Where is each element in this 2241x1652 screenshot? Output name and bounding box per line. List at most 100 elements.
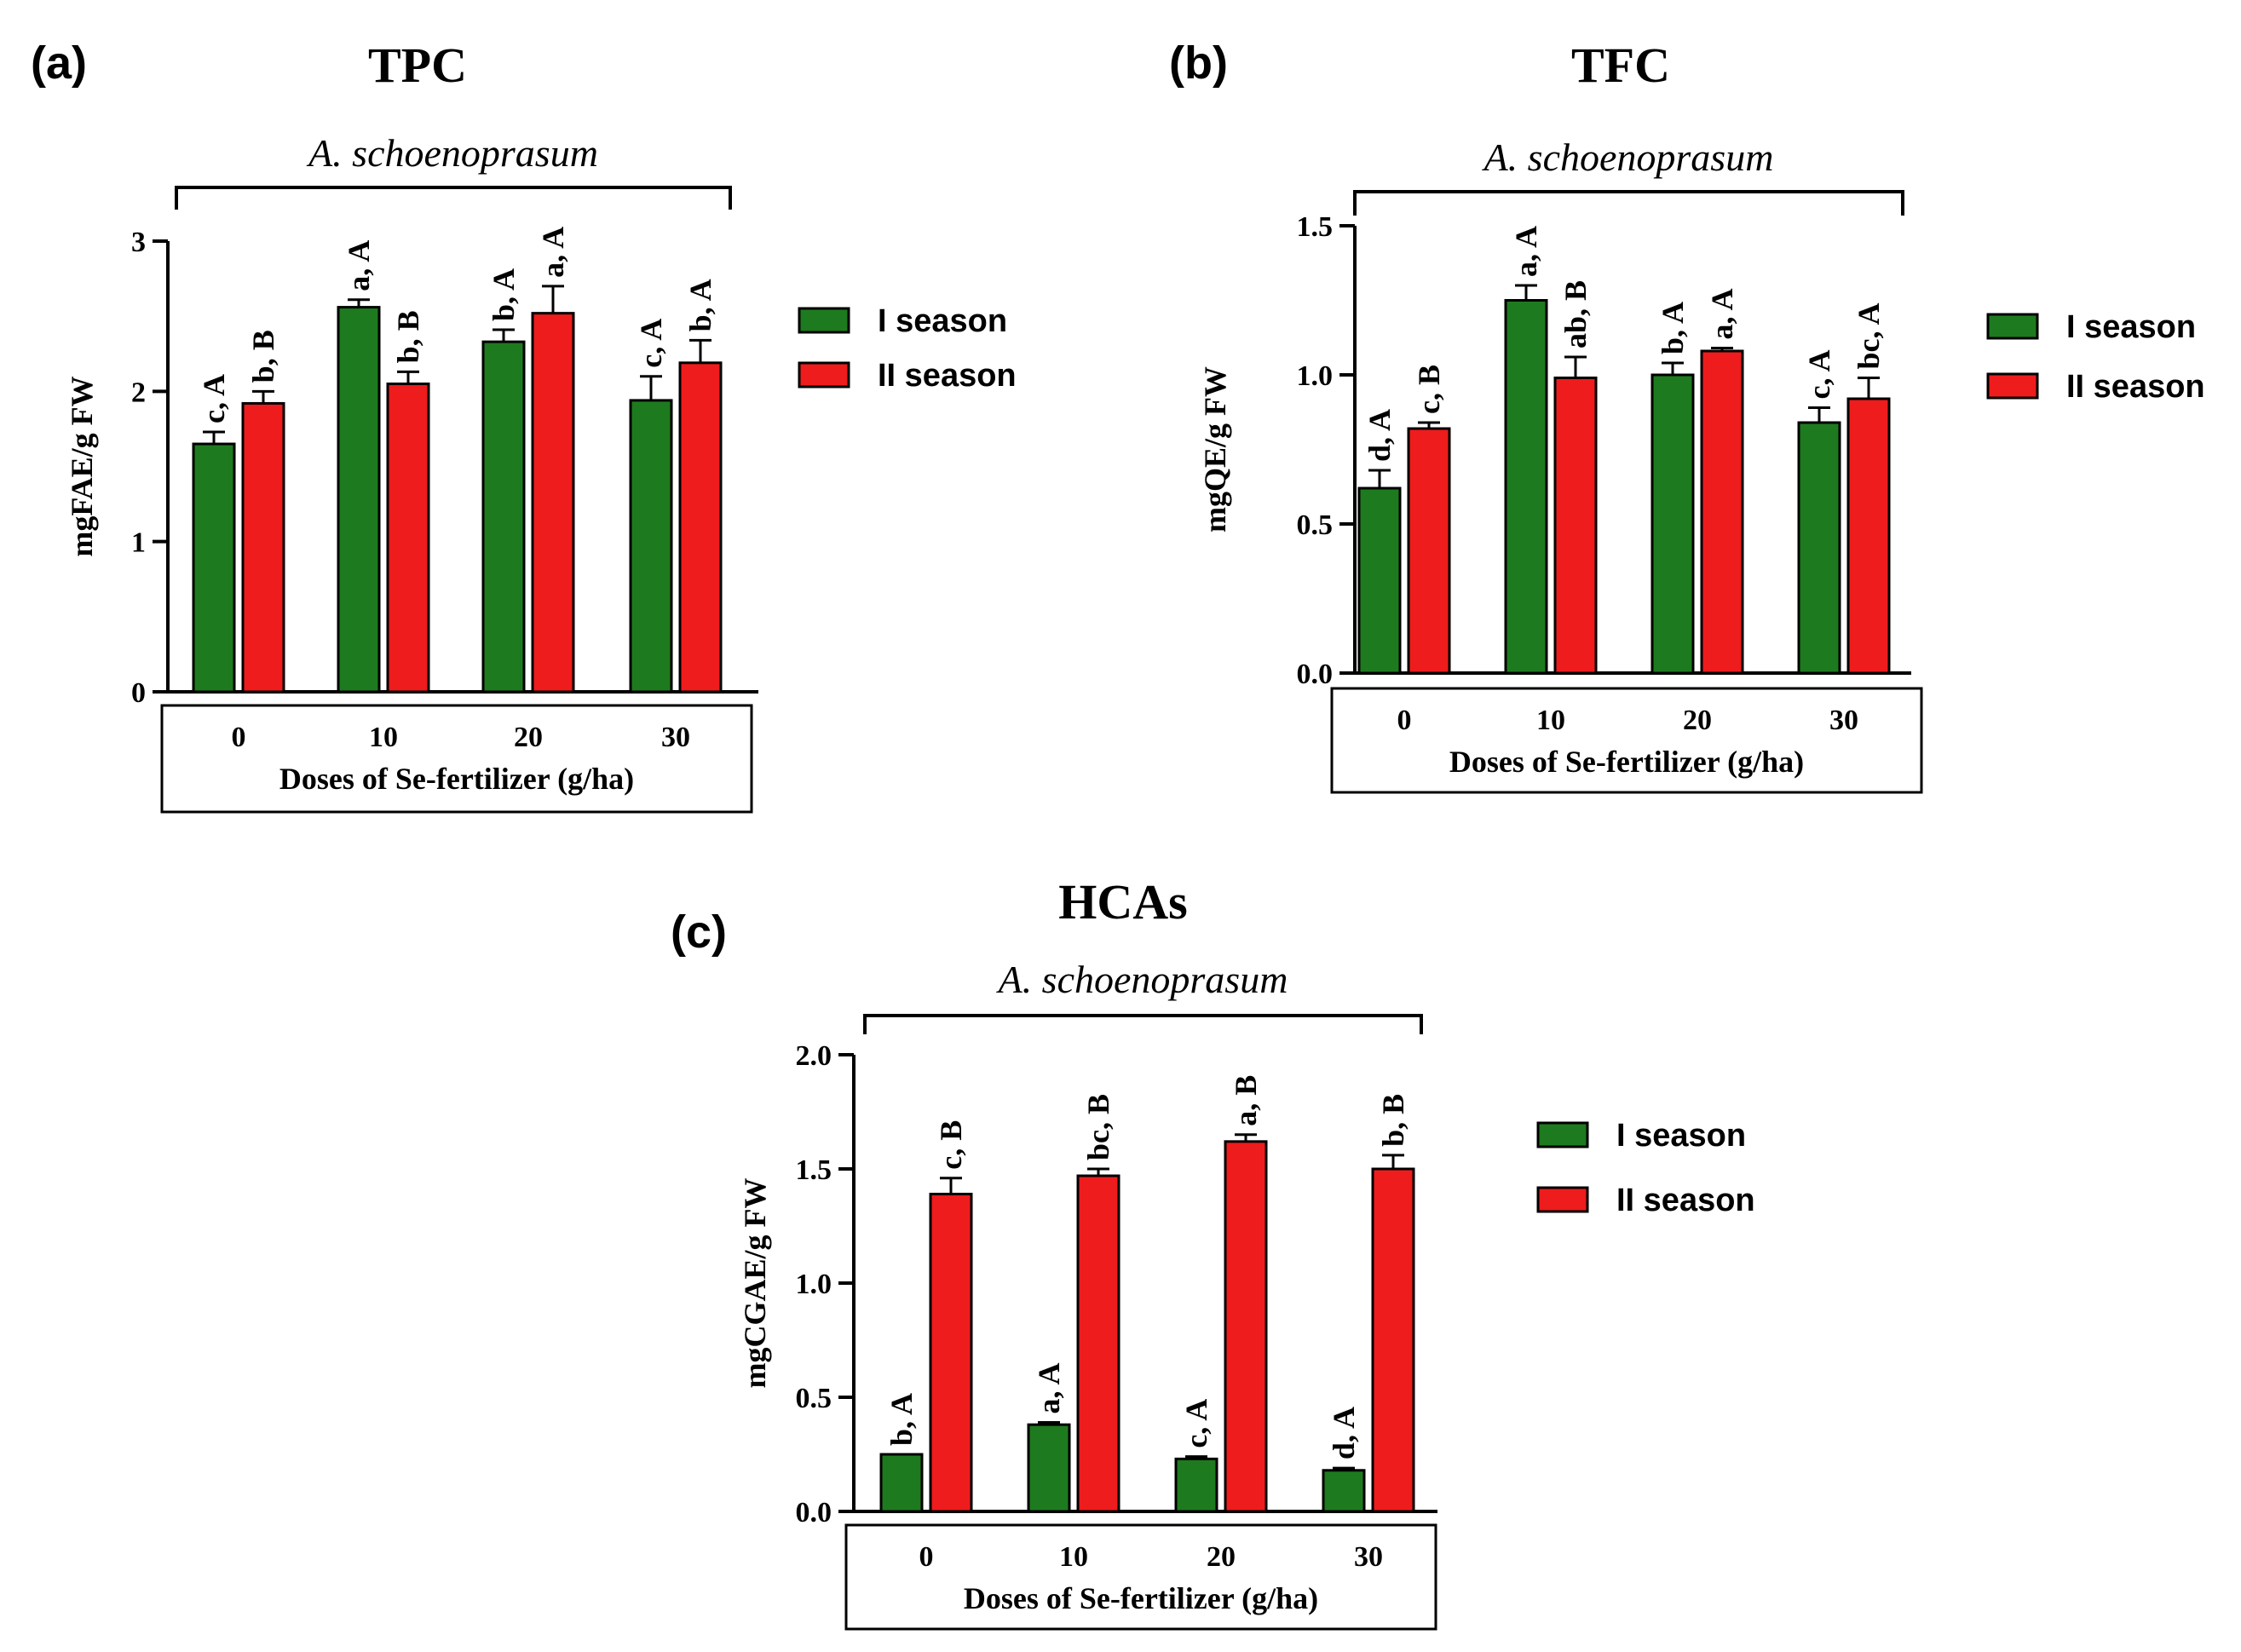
significance-label: bc, A: [1852, 302, 1886, 369]
bar-season2-0: [241, 401, 285, 694]
x-tick-label: 0: [1397, 705, 1412, 736]
y-tick-label: 0.0: [1297, 659, 1334, 690]
legend-label: I season: [2066, 309, 2196, 345]
y-tick-label: 1.0: [796, 1269, 832, 1300]
significance-label: b, B: [246, 330, 280, 383]
chart-subtitle: A. schoenoprasum: [306, 131, 598, 175]
x-category-box: [1330, 687, 1923, 794]
significance-label: a, A: [1509, 226, 1543, 277]
bar-season1-0: [1357, 486, 1402, 675]
bar-season2-0: [1407, 427, 1451, 675]
chart-title: HCAs: [1058, 874, 1187, 930]
species-bracket: [1353, 190, 1904, 216]
x-tick-label: 30: [1829, 705, 1858, 736]
x-category-box: [844, 1523, 1437, 1631]
x-axis-label: Doses of Se-fertilizer (g/ha): [279, 762, 634, 796]
bar-season1-30: [1322, 1469, 1366, 1513]
bar-season2-20: [1700, 349, 1744, 675]
panel-label: (c): [671, 907, 727, 958]
x-axis-label: Doses of Se-fertilizer (g/ha): [1449, 745, 1804, 779]
bar-season1-10: [1504, 299, 1548, 675]
chart-title: TPC: [368, 37, 467, 93]
bar-season1-20: [1651, 373, 1695, 675]
bar-season2-0: [929, 1192, 973, 1513]
significance-label: c, A: [1179, 1399, 1213, 1448]
x-tick-label: 10: [369, 722, 398, 753]
x-tick-label: 0: [919, 1541, 934, 1573]
legend-label: II season: [2066, 369, 2205, 405]
legend-swatch: [798, 307, 850, 334]
legend-swatch: [1536, 1186, 1589, 1213]
significance-label: d, A: [1327, 1407, 1361, 1459]
legend-label: II season: [878, 358, 1017, 394]
significance-label: ab, B: [1558, 280, 1593, 348]
x-tick-label: 30: [1354, 1541, 1383, 1573]
x-tick-label: 30: [661, 722, 690, 753]
significance-label: b, A: [683, 279, 717, 331]
bar-season1-20: [481, 340, 526, 694]
species-bracket: [863, 1014, 1423, 1034]
bar-season1-10: [1027, 1423, 1071, 1513]
y-tick-label: 2.0: [796, 1040, 832, 1072]
x-category-box: [160, 704, 753, 814]
legend-label: I season: [1616, 1118, 1746, 1154]
bar-season2-30: [1371, 1167, 1415, 1513]
panel-label: (a): [31, 37, 87, 89]
chart-title: TFC: [1571, 37, 1670, 93]
legend-swatch: [1986, 313, 2039, 340]
x-tick-label: 20: [1683, 705, 1712, 736]
y-axis-label: mgQE/g FW: [1198, 366, 1232, 532]
significance-label: c, A: [1802, 350, 1836, 400]
y-tick-label: 1.0: [1297, 360, 1334, 392]
significance-label: c, A: [197, 374, 231, 423]
bar-season1-30: [1797, 421, 1841, 675]
significance-label: c, B: [1412, 365, 1446, 414]
legend-swatch: [798, 361, 850, 389]
bar-season2-30: [678, 361, 723, 694]
bar-season2-20: [1224, 1140, 1268, 1513]
y-tick-label: 0: [131, 677, 146, 709]
panel-label: (b): [1169, 37, 1228, 89]
significance-label: a, A: [536, 227, 570, 278]
significance-label: bc, B: [1081, 1094, 1115, 1160]
significance-label: b, B: [391, 310, 425, 363]
x-tick-label: 10: [1536, 705, 1565, 736]
y-axis-label: mgFAE/g FW: [65, 376, 99, 556]
bar-season1-20: [1174, 1457, 1218, 1513]
y-tick-label: 1.5: [796, 1154, 832, 1186]
bar-season1-0: [879, 1453, 924, 1513]
y-axis-label: mgCGAE/g FW: [738, 1178, 772, 1389]
y-tick-label: 0.0: [796, 1497, 832, 1528]
y-tick-label: 3: [131, 227, 146, 258]
bar-season2-20: [531, 312, 575, 694]
x-axis-label: Doses of Se-fertilizer (g/ha): [964, 1581, 1318, 1615]
bar-season2-30: [1846, 397, 1891, 675]
bar-season2-10: [1553, 377, 1598, 675]
bar-season1-10: [337, 306, 381, 694]
y-tick-label: 0.5: [796, 1383, 832, 1414]
x-tick-label: 10: [1059, 1541, 1088, 1573]
legend-label: II season: [1616, 1183, 1755, 1218]
x-tick-label: 20: [514, 722, 543, 753]
significance-label: b, A: [884, 1393, 919, 1446]
chart-panel-3: (c) HCAs A. schoenoprasum 0.0 0.5 1.0 1.5 2.0 mg…: [671, 874, 1755, 1631]
x-tick-label: 0: [232, 722, 246, 753]
bar-season1-0: [192, 442, 236, 694]
legend-label: I season: [878, 303, 1007, 339]
significance-label: c, B: [934, 1120, 968, 1170]
y-tick-label: 1: [131, 527, 146, 559]
significance-label: b, A: [1656, 302, 1690, 354]
significance-label: a, B: [1229, 1075, 1263, 1126]
bar-season1-30: [629, 399, 673, 694]
legend-swatch: [1986, 372, 2039, 400]
y-tick-label: 1.5: [1297, 211, 1334, 243]
chart-subtitle: A. schoenoprasum: [996, 958, 1288, 1001]
y-tick-label: 2: [131, 377, 146, 408]
bar-season2-10: [1076, 1174, 1120, 1513]
species-bracket: [175, 186, 732, 210]
bar-season2-10: [386, 383, 430, 694]
significance-label: a, A: [1032, 1362, 1066, 1413]
y-tick-label: 0.5: [1297, 509, 1334, 541]
chart-panel-1: (a) TPC A. schoenoprasum 0 1 2 3 mgFAE/g FW c, A…: [31, 37, 1017, 814]
